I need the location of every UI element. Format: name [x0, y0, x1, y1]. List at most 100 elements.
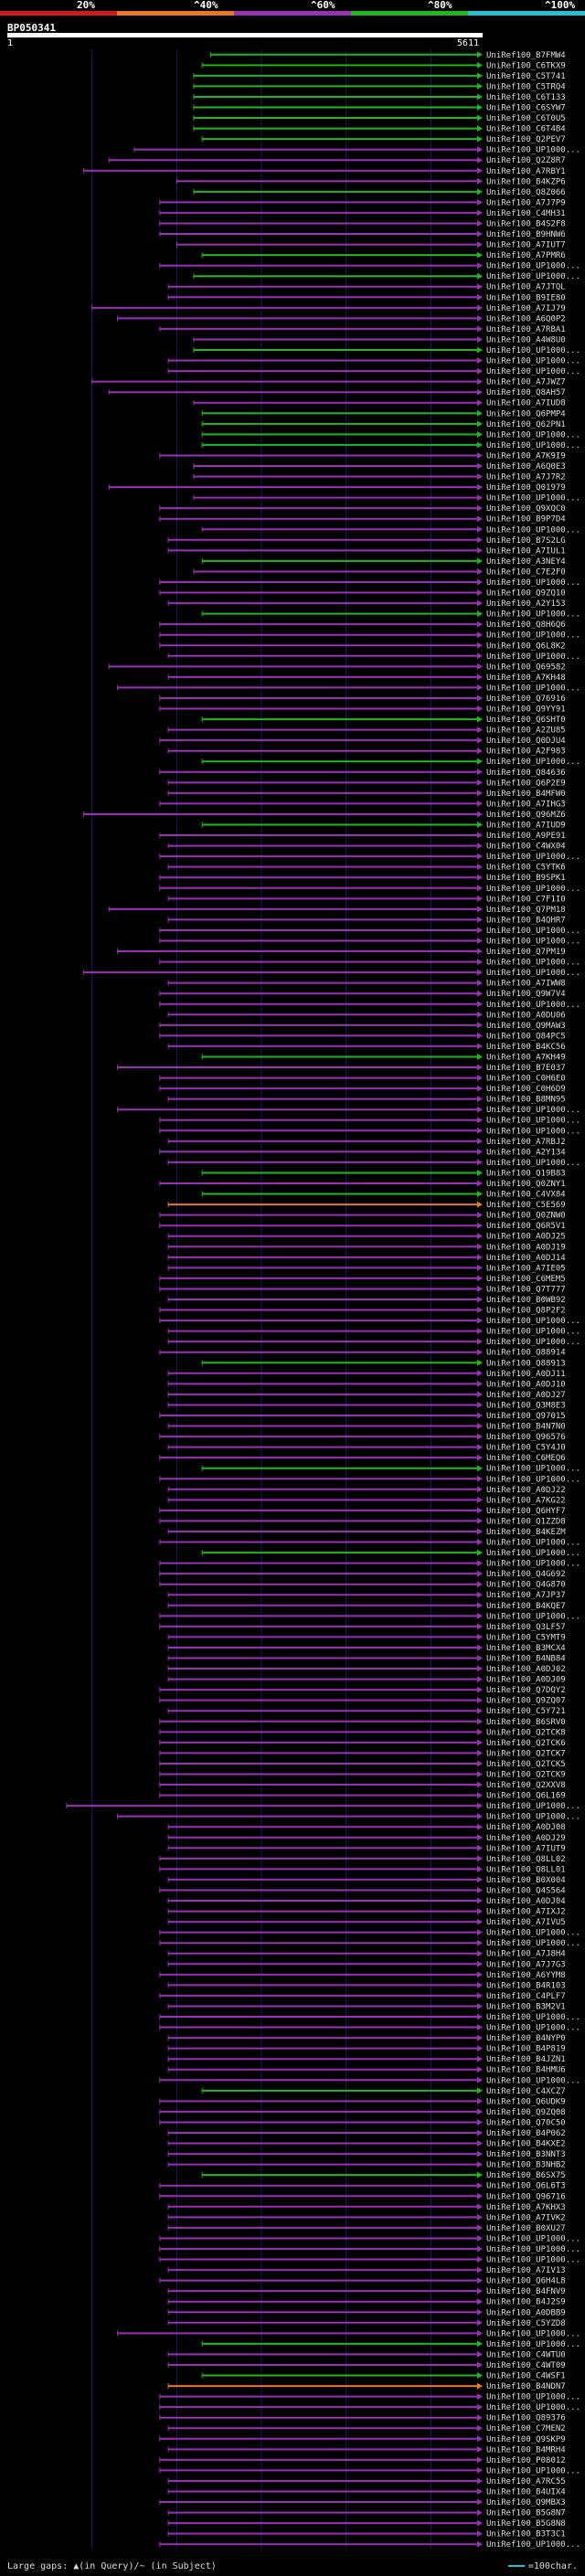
hit-label[interactable]: UniRef100_Q2TCK9 — [486, 1770, 566, 1779]
hit-row[interactable]: UniRef100_Q6R5V1 — [159, 1222, 566, 1231]
hit-row[interactable]: UniRef100_Q01979 — [108, 483, 566, 493]
hit-label[interactable]: UniRef100_Q6UDK9 — [486, 2097, 566, 2106]
hit-row[interactable]: UniRef100_UP1000... — [167, 1159, 580, 1168]
hit-row[interactable]: UniRef100_Q2TCK9 — [159, 1770, 566, 1779]
hit-label[interactable]: UniRef100_C6MEM5 — [486, 1275, 566, 1284]
hit-label[interactable]: UniRef100_Q96MZ6 — [486, 811, 566, 820]
hit-label[interactable]: UniRef100_Q9MBX3 — [486, 2498, 566, 2507]
hit-label[interactable]: UniRef100_A7IUL1 — [486, 546, 566, 556]
hit-row[interactable]: UniRef100_B4JZN1 — [167, 2055, 566, 2064]
hit-label[interactable]: UniRef100_Q3M8E3 — [486, 1401, 566, 1410]
hit-row[interactable]: UniRef100_Q6UDK9 — [159, 2097, 566, 2106]
hit-row[interactable]: UniRef100_UP1000... — [159, 2540, 580, 2549]
hit-row[interactable]: UniRef100_B4HMU6 — [167, 2066, 566, 2075]
hit-row[interactable]: UniRef100_Q2Z8R7 — [108, 156, 566, 165]
hit-label[interactable]: UniRef100_A0DJ25 — [486, 1233, 566, 1242]
hit-row[interactable]: UniRef100_UP1000... — [159, 631, 580, 641]
hit-row[interactable]: UniRef100_B4FNV9 — [167, 2287, 566, 2296]
hit-row[interactable]: UniRef100_Q9MBX3 — [159, 2498, 566, 2507]
hit-label[interactable]: UniRef100_A7RBJ2 — [486, 1138, 566, 1147]
hit-label[interactable]: UniRef100_A7J7R2 — [486, 473, 566, 482]
hit-label[interactable]: UniRef100_Q6PMP4 — [486, 409, 566, 419]
hit-row[interactable]: UniRef100_UP1000... — [159, 1539, 580, 1548]
hit-row[interactable]: UniRef100_UP1000... — [193, 494, 580, 504]
hit-label[interactable]: UniRef100_Q19B83 — [486, 1169, 566, 1178]
hit-row[interactable]: UniRef100_B5G8N7 — [167, 2509, 566, 2518]
hit-label[interactable]: UniRef100_Q89376 — [486, 2414, 566, 2423]
hit-label[interactable]: UniRef100_B3NHB2 — [486, 2161, 566, 2170]
hit-label[interactable]: UniRef100_C5Y4J0 — [486, 1444, 566, 1453]
hit-row[interactable]: UniRef100_Q6HYF7 — [159, 1507, 566, 1516]
hit-row[interactable]: UniRef100_B4NYP0 — [167, 2034, 566, 2043]
hit-row[interactable]: UniRef100_C6MEM5 — [159, 1275, 566, 1284]
hit-row[interactable]: UniRef100_Q0ZNW0 — [159, 1212, 566, 1221]
hit-row[interactable]: UniRef100_Q9XQC0 — [159, 504, 566, 514]
hit-row[interactable]: UniRef100_B4P819 — [167, 2045, 566, 2054]
hit-label[interactable]: UniRef100_B4MFW0 — [486, 790, 566, 799]
hit-label[interactable]: UniRef100_Q69582 — [486, 663, 566, 672]
hit-row[interactable]: UniRef100_UP1000... — [133, 146, 580, 155]
hit-row[interactable]: UniRef100_A7J7G3 — [167, 1960, 566, 1969]
hit-label[interactable]: UniRef100_UP1000... — [486, 1802, 580, 1811]
hit-label[interactable]: UniRef100_UP1000... — [486, 885, 580, 894]
hit-row[interactable]: UniRef100_C4WTU0 — [167, 2350, 566, 2359]
hit-label[interactable]: UniRef100_A0DJ08 — [486, 1823, 566, 1832]
hit-row[interactable]: UniRef100_Q8LL02 — [159, 1855, 566, 1864]
hit-row[interactable]: UniRef100_P08012 — [159, 2456, 566, 2465]
hit-row[interactable]: UniRef100_Q2TCK7 — [159, 1749, 566, 1758]
hit-label[interactable]: UniRef100_A7JTQL — [486, 283, 566, 292]
hit-row[interactable]: UniRef100_A7JWZ7 — [91, 378, 566, 387]
hit-label[interactable]: UniRef100_Q4S564 — [486, 1886, 566, 1895]
hit-row[interactable]: UniRef100_UP1000... — [159, 262, 580, 271]
hit-row[interactable]: UniRef100_Q6P2E9 — [167, 779, 566, 788]
hit-label[interactable]: UniRef100_A7KG22 — [486, 1496, 566, 1505]
hit-row[interactable]: UniRef100_UP1000... — [116, 2329, 580, 2338]
hit-label[interactable]: UniRef100_Q1ZZD8 — [486, 1517, 566, 1526]
hit-row[interactable]: UniRef100_Q84PC5 — [159, 1032, 566, 1041]
hit-row[interactable]: UniRef100_Q96576 — [159, 1433, 566, 1442]
hit-label[interactable]: UniRef100_B3NNT3 — [486, 2150, 566, 2159]
hit-row[interactable]: UniRef100_C4XCZ7 — [201, 2087, 566, 2096]
hit-label[interactable]: UniRef100_UP1000... — [486, 853, 580, 862]
hit-label[interactable]: UniRef100_C6T0U5 — [486, 114, 566, 123]
hit-label[interactable]: UniRef100_Q7PM18 — [486, 906, 566, 915]
hit-row[interactable]: UniRef100_A7PMR6 — [201, 251, 566, 260]
hit-label[interactable]: UniRef100_C4WT09 — [486, 2361, 566, 2370]
hit-label[interactable]: UniRef100_Q84PC5 — [486, 1032, 566, 1041]
hit-label[interactable]: UniRef100_A4W8U0 — [486, 335, 566, 345]
hit-row[interactable]: UniRef100_UP1000... — [159, 853, 580, 862]
hit-label[interactable]: UniRef100_A7KHX3 — [486, 2203, 566, 2212]
hit-label[interactable]: UniRef100_Q6SHT0 — [486, 716, 566, 725]
hit-row[interactable]: UniRef100_C6T133 — [193, 93, 566, 102]
hit-row[interactable]: UniRef100_UP1000... — [159, 2403, 580, 2412]
hit-label[interactable]: UniRef100_Q88914 — [486, 1349, 566, 1358]
hit-label[interactable]: UniRef100_B4NB84 — [486, 1655, 566, 1664]
hit-label[interactable]: UniRef100_UP1000... — [486, 2540, 580, 2549]
hit-row[interactable]: UniRef100_C6T4B4 — [193, 125, 566, 134]
hit-label[interactable]: UniRef100_Q6P2E9 — [486, 779, 566, 788]
hit-label[interactable]: UniRef100_UP1000... — [486, 2024, 580, 2033]
hit-label[interactable]: UniRef100_A7IVK2 — [486, 2213, 566, 2222]
hit-label[interactable]: UniRef100_Q7PM19 — [486, 948, 566, 957]
hit-row[interactable]: UniRef100_B9SPK1 — [159, 874, 566, 883]
hit-label[interactable]: UniRef100_C5YTK6 — [486, 864, 566, 873]
hit-label[interactable]: UniRef100_A0DU06 — [486, 1011, 566, 1020]
hit-row[interactable]: UniRef100_Q70C50 — [159, 2118, 566, 2127]
hit-label[interactable]: UniRef100_UP1000... — [486, 430, 580, 440]
hit-label[interactable]: UniRef100_A7KH49 — [486, 1053, 566, 1062]
hit-label[interactable]: UniRef100_A0DJ02 — [486, 1665, 566, 1674]
hit-row[interactable]: UniRef100_Q4G692 — [159, 1570, 566, 1579]
hit-label[interactable]: UniRef100_A0DBB9 — [486, 2308, 566, 2317]
hit-label[interactable]: UniRef100_A7IUT7 — [486, 241, 566, 250]
hit-row[interactable]: UniRef100_Q1ZZD8 — [159, 1517, 566, 1526]
hit-row[interactable]: UniRef100_B7E037 — [116, 1064, 566, 1073]
hit-row[interactable]: UniRef100_Q9MAW3 — [159, 1022, 566, 1031]
hit-row[interactable]: UniRef100_A0DU06 — [167, 1011, 566, 1020]
hit-label[interactable]: UniRef100_Q8Z066 — [486, 188, 566, 197]
hit-row[interactable]: UniRef100_C7E2F0 — [193, 567, 566, 577]
hit-label[interactable]: UniRef100_P08012 — [486, 2456, 566, 2465]
hit-row[interactable]: UniRef100_Q2TCK6 — [159, 1739, 566, 1748]
hit-label[interactable]: UniRef100_UP1000... — [486, 927, 580, 936]
hit-label[interactable]: UniRef100_C5Y721 — [486, 1707, 566, 1716]
hit-row[interactable]: UniRef100_UP1000... — [201, 525, 580, 535]
